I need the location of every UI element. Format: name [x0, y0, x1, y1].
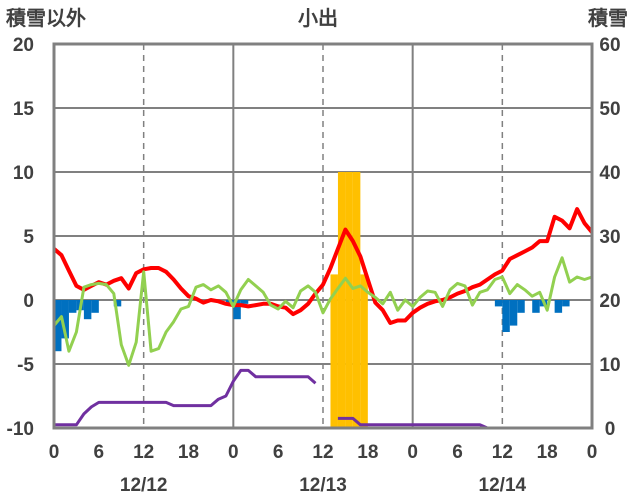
data-bar — [494, 300, 503, 307]
right-tick-label: 30 — [599, 227, 620, 248]
left-tick-label: 0 — [23, 291, 34, 312]
left-tick-label: 15 — [13, 99, 35, 120]
left-tick-label: 20 — [13, 35, 34, 56]
data-bar — [502, 300, 510, 332]
right-tick-label: 10 — [599, 355, 620, 376]
left-tick-label: -10 — [7, 419, 34, 440]
data-bar — [233, 300, 241, 320]
x-tick-label: 18 — [537, 442, 558, 463]
series-line — [54, 368, 317, 427]
data-bar — [562, 300, 570, 307]
data-bar — [68, 300, 77, 313]
data-bar — [330, 274, 338, 428]
series-line — [52, 207, 594, 325]
data-bar — [113, 300, 122, 307]
right-tick-label: 40 — [599, 163, 620, 184]
right-tick-label: 0 — [605, 419, 616, 440]
date-label: 12/13 — [299, 475, 347, 496]
data-bar — [360, 274, 368, 428]
x-tick-label: 18 — [357, 442, 378, 463]
data-bar — [54, 300, 62, 352]
x-tick-label: 0 — [49, 442, 60, 463]
data-bar — [352, 172, 361, 428]
x-tick-label: 0 — [587, 442, 598, 463]
data-bar — [240, 300, 249, 304]
x-tick-label: 6 — [273, 442, 284, 463]
left-axis-title: 積雪以外 — [6, 6, 86, 30]
left-tick-label: 10 — [13, 163, 34, 184]
data-bar — [509, 300, 518, 326]
right-tick-label: 20 — [599, 291, 620, 312]
date-label: 12/14 — [479, 475, 527, 496]
data-bar — [532, 300, 540, 313]
x-tick-label: 18 — [178, 442, 199, 463]
data-bar — [91, 300, 99, 313]
x-tick-label: 0 — [228, 442, 239, 463]
data-bar — [517, 300, 525, 313]
chart-title: 小出 — [298, 6, 338, 30]
series-line — [52, 256, 593, 367]
x-tick-label: 12 — [133, 442, 154, 463]
grid-layer — [54, 43, 592, 429]
plot-frame — [52, 42, 594, 430]
data-bar — [61, 300, 69, 339]
left-tick-label: -5 — [17, 355, 34, 376]
right-tick-label: 50 — [599, 99, 620, 120]
line-layer — [52, 207, 594, 430]
x-tick-label: 0 — [407, 442, 418, 463]
date-label: 12/12 — [120, 475, 168, 496]
left-tick-label: 5 — [23, 227, 34, 248]
data-bar — [345, 172, 353, 428]
right-axis-title: 積雪 — [588, 6, 628, 30]
data-bar — [554, 300, 563, 313]
right-tick-label: 60 — [599, 35, 620, 56]
x-tick-label: 12 — [312, 442, 333, 463]
x-tick-label: 12 — [492, 442, 513, 463]
data-bar — [337, 172, 346, 428]
bar-layer — [54, 172, 570, 428]
x-tick-label: 6 — [452, 442, 463, 463]
data-bar — [83, 300, 92, 320]
x-tick-label: 6 — [94, 442, 105, 463]
